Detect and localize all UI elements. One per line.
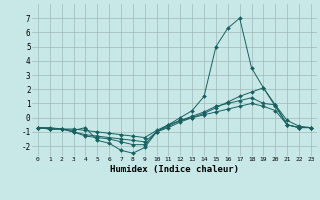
X-axis label: Humidex (Indice chaleur): Humidex (Indice chaleur): [110, 165, 239, 174]
